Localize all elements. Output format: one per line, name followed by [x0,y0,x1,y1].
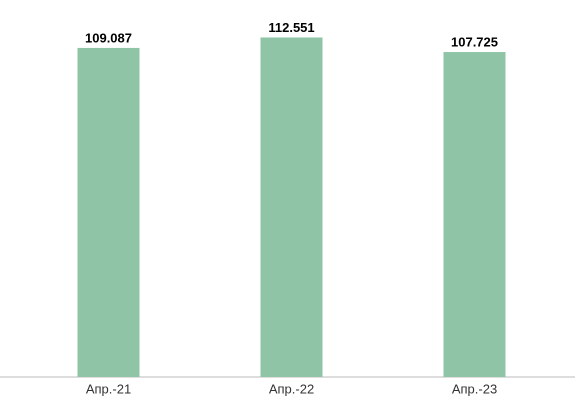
value-label: 107.725 [451,34,498,49]
value-label: 112.551 [268,20,314,35]
bar [77,47,140,377]
x-tick-label: Апр.-23 [452,381,497,396]
x-tick-label: Апр.-22 [269,381,314,396]
bar [260,37,323,377]
x-tick-label: Апр.-21 [86,381,131,396]
value-label: 109.087 [85,30,132,45]
bar [443,52,506,378]
